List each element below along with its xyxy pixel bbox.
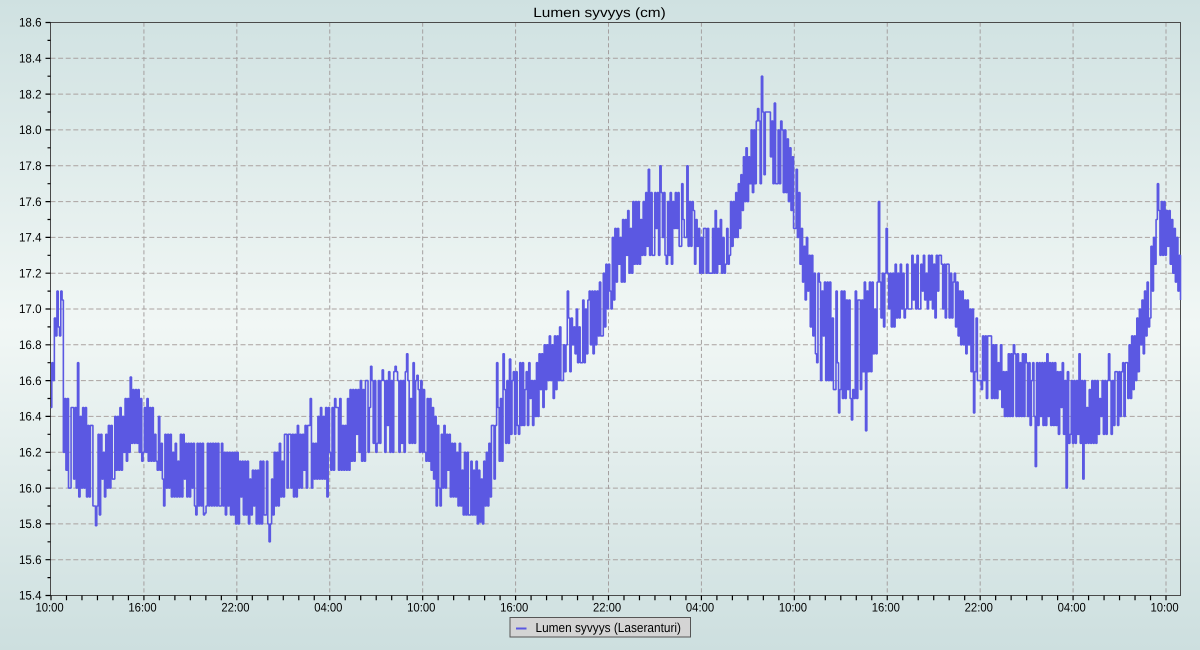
svg-text:10:00: 10:00 (1151, 601, 1179, 615)
svg-text:16.0: 16.0 (19, 481, 42, 495)
svg-text:04:00: 04:00 (686, 601, 714, 615)
svg-text:16:00: 16:00 (128, 601, 156, 615)
svg-text:10:00: 10:00 (779, 601, 807, 615)
svg-text:15.4: 15.4 (19, 589, 42, 603)
svg-text:22:00: 22:00 (593, 601, 621, 615)
svg-text:16.2: 16.2 (19, 446, 42, 460)
svg-text:04:00: 04:00 (1058, 601, 1086, 615)
svg-text:18.6: 18.6 (19, 16, 42, 30)
svg-text:18.4: 18.4 (19, 52, 42, 66)
svg-text:18.0: 18.0 (19, 123, 42, 137)
svg-text:17.6: 17.6 (19, 195, 42, 209)
svg-text:15.8: 15.8 (19, 517, 42, 531)
svg-text:16:00: 16:00 (500, 601, 528, 615)
svg-text:18.2: 18.2 (19, 87, 42, 101)
svg-text:22:00: 22:00 (221, 601, 249, 615)
svg-text:10:00: 10:00 (407, 601, 435, 615)
svg-text:17.2: 17.2 (19, 266, 42, 280)
svg-text:04:00: 04:00 (314, 601, 342, 615)
svg-text:16:00: 16:00 (872, 601, 900, 615)
svg-text:Lumen syvyys (Laseranturi): Lumen syvyys (Laseranturi) (536, 620, 682, 635)
svg-text:15.6: 15.6 (19, 553, 42, 567)
svg-text:17.4: 17.4 (19, 231, 42, 245)
svg-text:17.0: 17.0 (19, 302, 42, 316)
svg-text:10:00: 10:00 (35, 601, 63, 615)
svg-text:16.4: 16.4 (19, 410, 42, 424)
svg-text:17.8: 17.8 (19, 159, 42, 173)
svg-text:22:00: 22:00 (965, 601, 993, 615)
svg-text:16.6: 16.6 (19, 374, 42, 388)
svg-text:16.8: 16.8 (19, 338, 42, 352)
svg-text:Lumen syvyys (cm): Lumen syvyys (cm) (533, 5, 666, 20)
